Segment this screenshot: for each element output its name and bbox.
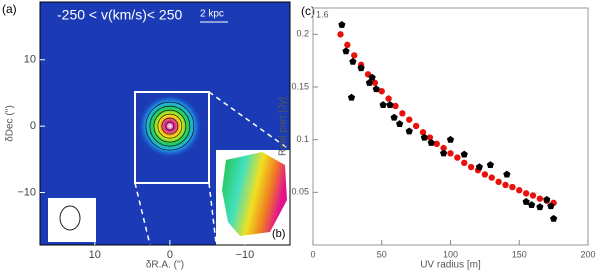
data-point	[365, 78, 373, 86]
zoom-line	[208, 91, 291, 151]
model-point	[426, 134, 434, 141]
model-point	[433, 140, 440, 148]
model-point	[337, 31, 344, 38]
model-point	[371, 79, 379, 86]
data-point	[547, 202, 555, 210]
data-point	[420, 133, 428, 141]
x-axis-label: UV radius [m]	[420, 260, 481, 270]
data-point	[522, 198, 530, 205]
velocity-map	[222, 152, 287, 236]
annotation: 2 kpc	[200, 9, 224, 20]
contour	[149, 105, 191, 147]
data-point	[550, 214, 558, 222]
model-point	[419, 129, 427, 136]
x-tick-label: 50	[377, 249, 387, 259]
model-point	[351, 52, 358, 59]
annotation: 1.6	[316, 9, 329, 19]
zoom-line	[208, 182, 217, 244]
model-point	[495, 178, 502, 185]
x-tick-label: 100	[443, 249, 458, 259]
data-point	[342, 47, 350, 55]
data-point	[379, 101, 387, 108]
data-point	[386, 101, 394, 108]
data-point	[460, 150, 468, 158]
panel-label: (c)	[301, 4, 315, 18]
x-tick-label: −10	[236, 249, 255, 261]
x-tick-label: 10	[89, 249, 101, 261]
contour	[157, 113, 183, 139]
y-tick-label: 0.1	[296, 134, 309, 144]
model-point	[406, 116, 413, 123]
data-point	[427, 139, 435, 146]
contour	[161, 117, 179, 135]
data-point	[368, 73, 376, 81]
model-point	[461, 159, 468, 167]
model-point	[412, 122, 420, 130]
annotation: -250 < v(km/s)< 250	[57, 7, 182, 23]
model-point	[529, 192, 537, 199]
y-tick-label: 0.05	[291, 187, 309, 197]
y-tick-label: −10	[17, 186, 36, 198]
data-point	[390, 113, 398, 121]
model-point	[447, 150, 454, 157]
x-tick-label: 0	[167, 249, 173, 261]
annotation: (b)	[272, 228, 285, 240]
y-tick-label: 0	[30, 120, 36, 132]
beam	[59, 205, 81, 231]
data-point	[440, 149, 448, 157]
contour	[145, 101, 195, 151]
data-point	[503, 170, 511, 178]
model-point	[344, 41, 351, 49]
panel-label: (a)	[2, 2, 17, 16]
data-point	[528, 201, 536, 209]
contour	[153, 109, 187, 143]
model-point	[399, 110, 406, 117]
beam-box	[48, 198, 96, 242]
model-point	[385, 95, 392, 102]
data-point	[536, 203, 544, 211]
model-point	[392, 102, 399, 110]
model-point	[481, 171, 489, 178]
data-point	[543, 195, 551, 203]
data-point	[446, 135, 455, 143]
model-point	[509, 183, 516, 191]
source-glow	[137, 94, 202, 159]
zoom-box	[134, 91, 210, 184]
y-tick-label: 10	[24, 54, 36, 66]
model-point	[440, 144, 447, 152]
data-point	[357, 64, 365, 72]
x-axis-label: δR.A. ('')	[146, 260, 184, 270]
data-point	[347, 93, 356, 101]
data-point	[349, 57, 357, 65]
data-point	[338, 21, 346, 28]
model-point	[536, 195, 544, 202]
x-tick-label: 200	[580, 249, 595, 259]
y-tick-label: 0.15	[291, 81, 309, 91]
model-point	[488, 174, 495, 181]
model-point	[467, 163, 475, 171]
zoom-line	[134, 182, 151, 246]
model-point	[516, 187, 523, 194]
data-point	[475, 163, 483, 171]
x-tick-label: 0	[310, 249, 315, 259]
y-axis-label: Real part [Jy]	[278, 97, 289, 156]
model-point	[522, 190, 530, 197]
plot-frame	[39, 1, 291, 246]
model-point	[502, 181, 509, 189]
data-point	[396, 120, 404, 127]
y-tick-label: 0.2	[296, 29, 309, 39]
data-point	[405, 127, 413, 135]
x-tick-label: 150	[512, 249, 527, 259]
plot-frame	[312, 7, 589, 246]
model-point	[454, 154, 461, 161]
model-point	[378, 88, 385, 95]
y-axis-label: δDec ('')	[5, 105, 16, 142]
data-point	[372, 85, 380, 93]
contour	[165, 121, 175, 131]
data-point	[486, 161, 494, 169]
